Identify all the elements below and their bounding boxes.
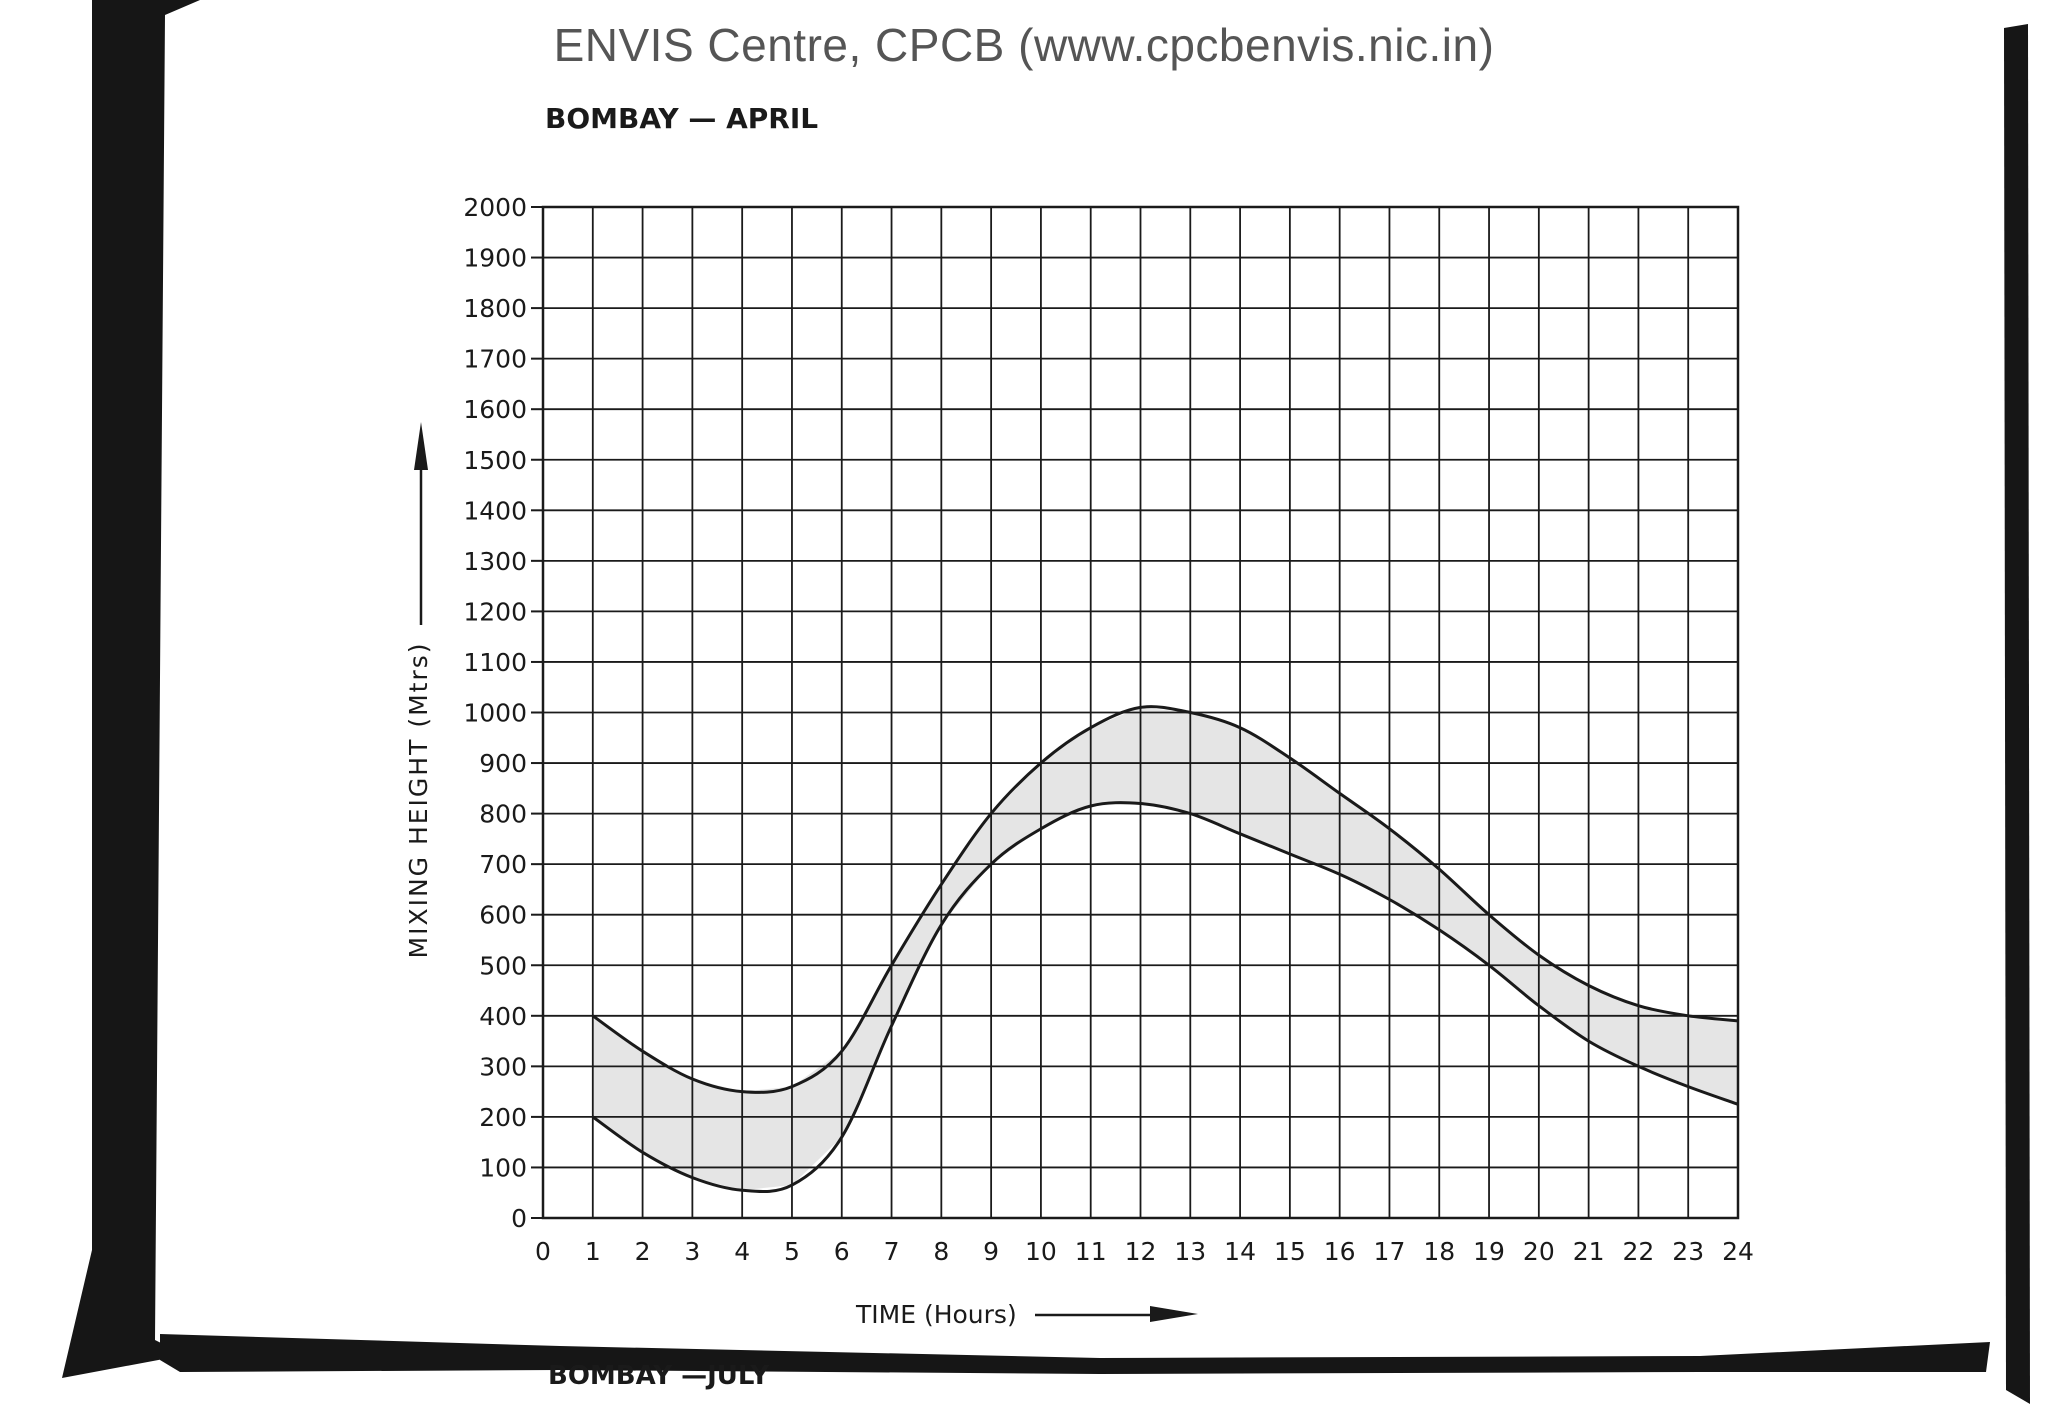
x-tick-label-22: 22 bbox=[1623, 1237, 1655, 1266]
y-tick-label-2000: 2000 bbox=[463, 193, 527, 222]
x-tick-label-4: 4 bbox=[734, 1237, 750, 1266]
y-tick-label-200: 200 bbox=[479, 1103, 527, 1132]
scan-border-left bbox=[62, 0, 200, 1378]
x-tick-label-21: 21 bbox=[1573, 1237, 1605, 1266]
y-tick-label-800: 800 bbox=[479, 800, 527, 829]
x-tick-label-9: 9 bbox=[983, 1237, 999, 1266]
mixing-height-band bbox=[592, 707, 1738, 1191]
next-chart-title: BOMBAY —JULY bbox=[548, 1361, 770, 1391]
watermark-header: ENVIS Centre, CPCB (www.cpcbenvis.nic.in… bbox=[553, 19, 1495, 71]
x-tick-label-11: 11 bbox=[1075, 1237, 1107, 1266]
x-tick-label-19: 19 bbox=[1473, 1237, 1505, 1266]
scan-border-right bbox=[2004, 24, 2030, 1404]
x-tick-label-6: 6 bbox=[834, 1237, 850, 1266]
tick-labels: 0100200300400500600700800900100011001200… bbox=[463, 193, 1754, 1266]
series-line-lower bbox=[591, 801, 1739, 1194]
y-axis-label-group: MIXING HEIGHT (Mtrs) bbox=[404, 422, 433, 959]
x-tick-label-15: 15 bbox=[1274, 1237, 1306, 1266]
x-tick-label-10: 10 bbox=[1025, 1237, 1057, 1266]
y-tick-label-1700: 1700 bbox=[463, 345, 527, 374]
x-tick-label-16: 16 bbox=[1324, 1237, 1356, 1266]
y-tick-label-900: 900 bbox=[479, 749, 527, 778]
x-tick-label-3: 3 bbox=[684, 1237, 700, 1266]
x-tick-label-8: 8 bbox=[933, 1237, 949, 1266]
mixing-height-chart: BOMBAY — APRIL 0100200300400500600700800… bbox=[404, 102, 1754, 1329]
x-axis-label: TIME (Hours) bbox=[855, 1300, 1017, 1329]
grid bbox=[541, 205, 1740, 1220]
x-axis-arrow-head bbox=[1150, 1306, 1198, 1322]
x-tick-label-18: 18 bbox=[1423, 1237, 1455, 1266]
y-tick-label-300: 300 bbox=[479, 1052, 527, 1081]
x-tick-label-24: 24 bbox=[1722, 1237, 1754, 1266]
y-axis-arrow-head bbox=[414, 422, 428, 470]
y-tick-label-100: 100 bbox=[479, 1153, 527, 1182]
x-tick-label-1: 1 bbox=[585, 1237, 601, 1266]
y-tick-label-600: 600 bbox=[479, 901, 527, 930]
y-tick-label-1900: 1900 bbox=[463, 244, 527, 273]
x-tick-label-14: 14 bbox=[1224, 1237, 1256, 1266]
y-tick-label-0: 0 bbox=[511, 1204, 527, 1233]
y-tick-label-700: 700 bbox=[479, 850, 527, 879]
x-tick-label-0: 0 bbox=[535, 1237, 551, 1266]
x-tick-label-5: 5 bbox=[784, 1237, 800, 1266]
chart-title: BOMBAY — APRIL bbox=[545, 102, 818, 135]
band-layer bbox=[592, 707, 1738, 1191]
y-tick-label-1200: 1200 bbox=[463, 597, 527, 626]
y-tick-label-500: 500 bbox=[479, 951, 527, 980]
y-tick-label-1100: 1100 bbox=[463, 648, 527, 677]
x-tick-label-12: 12 bbox=[1125, 1237, 1157, 1266]
y-tick-label-1000: 1000 bbox=[463, 699, 527, 728]
series-line-upper bbox=[591, 705, 1739, 1094]
y-tick-label-1400: 1400 bbox=[463, 496, 527, 525]
y-tick-label-400: 400 bbox=[479, 1002, 527, 1031]
scan-border-bottom bbox=[160, 1334, 1990, 1374]
y-tick-label-1800: 1800 bbox=[463, 294, 527, 323]
y-tick-label-1600: 1600 bbox=[463, 395, 527, 424]
x-tick-label-2: 2 bbox=[635, 1237, 651, 1266]
series-layer bbox=[591, 705, 1739, 1194]
x-tick-label-20: 20 bbox=[1523, 1237, 1555, 1266]
y-tick-label-1300: 1300 bbox=[463, 547, 527, 576]
x-tick-label-17: 17 bbox=[1374, 1237, 1406, 1266]
y-axis-label: MIXING HEIGHT (Mtrs) bbox=[404, 641, 433, 958]
y-tick-label-1500: 1500 bbox=[463, 446, 527, 475]
x-tick-label-7: 7 bbox=[884, 1237, 900, 1266]
x-tick-label-13: 13 bbox=[1174, 1237, 1206, 1266]
x-tick-label-23: 23 bbox=[1672, 1237, 1704, 1266]
x-axis-label-group: TIME (Hours) bbox=[855, 1300, 1198, 1329]
